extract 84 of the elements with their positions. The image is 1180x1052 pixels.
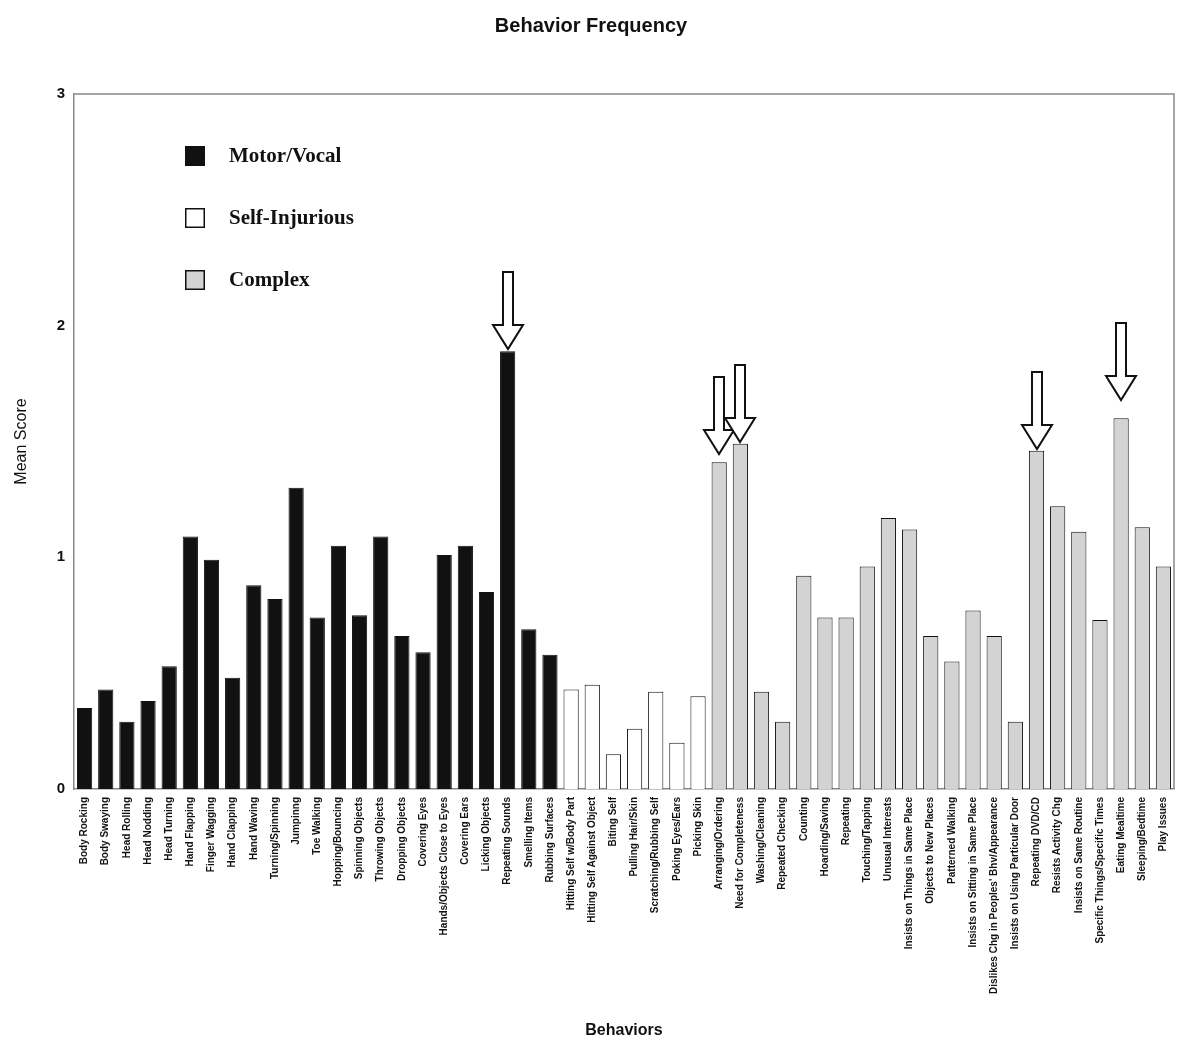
bar [203, 559, 220, 789]
x-tick-label: Insists on Using Particular Door [1009, 796, 1021, 950]
x-tick-label: Hoarding/Saving [818, 797, 830, 877]
chart-title: Behavior Frequency [494, 13, 689, 36]
bar [521, 629, 537, 789]
x-tick-label: Hopping/Bouncing [332, 797, 344, 887]
x-tick-label: Scratching/Rubbing Self [649, 796, 661, 914]
bar [351, 615, 368, 789]
x-tick-label: Body Swaying [99, 797, 111, 866]
x-tick-label: Covering Eyes [416, 796, 428, 867]
x-tick-label: Repeating Sounds [501, 796, 513, 885]
x-tick-label: Hand Flapping [184, 797, 196, 867]
x-tick-label: Washing/Cleaning [755, 797, 767, 884]
legend-label: Self-Injurious [229, 205, 354, 230]
bar [140, 700, 156, 789]
x-tick-label: Hands/Objects Close to Eyes [437, 796, 449, 936]
x-tick-label: Biting Self [607, 796, 619, 847]
bar [330, 545, 347, 789]
bar [309, 617, 325, 789]
x-tick-label: Dislikes Chg in Peoples' Bhv/Appearance [987, 796, 999, 994]
bar [182, 536, 198, 789]
x-tick-label: Spinning Objects [353, 796, 365, 880]
bar [98, 689, 114, 789]
x-tick-label: Picking Skin [691, 797, 703, 857]
x-tick-label: Counting [797, 797, 809, 841]
x-axis-title: Behaviors [585, 1020, 663, 1038]
x-tick-label: Objects to New Places [924, 796, 936, 904]
legend-label: Complex [229, 267, 310, 292]
x-tick-label: Insists on Sitting in Same Place [966, 796, 978, 948]
x-tick-label: Hitting Self w/Body Part [564, 796, 576, 911]
x-tick-label: Dropping Objects [395, 796, 407, 881]
x-tick-label: Pulling Hair/Skin [628, 797, 640, 877]
x-tick-label: Head Nodding [141, 797, 153, 865]
x-tick-label: Covering Ears [459, 796, 471, 865]
bar [415, 652, 431, 789]
x-tick-label: Resists Activity Chg [1051, 797, 1063, 894]
legend-label: Motor/Vocal [229, 143, 342, 168]
bar [161, 666, 177, 789]
x-tick-label: Hand Clapping [226, 797, 238, 868]
y-tick-label: 2 [56, 315, 65, 333]
y-tick-label: 0 [56, 779, 65, 797]
x-tick-label: Touching/Tapping [861, 797, 873, 883]
x-tick-label: Repeating [839, 797, 851, 846]
x-tick-label: Insists on Things in Same Place [903, 796, 915, 950]
x-tick-label: Insists on Same Routine [1072, 796, 1084, 914]
bar [288, 487, 304, 789]
x-tick-label: Smelling Items [522, 796, 534, 868]
x-tick-label: Sleeping/Bedtime [1136, 796, 1148, 881]
x-tick-label: Specific Things/Specific Times [1093, 796, 1105, 944]
x-tick-label: Throwing Objects [374, 796, 386, 882]
x-tick-label: Hitting Self Against Object [586, 796, 598, 923]
x-tick-label: Patterned Walking [945, 797, 957, 884]
x-tick-label: Need for Completeness [734, 796, 746, 909]
x-tick-label: Hand Waving [247, 797, 259, 860]
x-tick-label: Rubbing Surfaces [543, 796, 555, 883]
y-tick-label: 3 [56, 84, 65, 102]
x-tick-label: Body Rocking [78, 797, 90, 865]
x-tick-label: Toe Walking [311, 797, 323, 855]
x-tick-label: Finger Wagging [205, 797, 217, 873]
y-tick-label: 1 [56, 547, 65, 565]
x-tick-label: Play Issues [1157, 796, 1169, 852]
x-tick-label: Jumpinng [289, 797, 301, 845]
x-tick-label: Head Rolling [120, 797, 132, 859]
x-tick-label: Eating Mealtime [1114, 796, 1126, 874]
y-axis-title: Mean Score [12, 398, 30, 485]
bar [76, 707, 93, 789]
x-tick-label: Licking Objects [480, 796, 492, 872]
x-tick-label: Head Turning [162, 797, 174, 861]
x-tick-label: Turning/Spinning [268, 797, 280, 880]
x-tick-label: Poking Eyes/Ears [670, 796, 682, 881]
bar [394, 636, 410, 789]
x-tick-label: Repeated Checking [776, 797, 788, 890]
bar [478, 592, 495, 789]
bar [457, 545, 473, 789]
bar [246, 585, 262, 789]
bar [373, 536, 389, 789]
bar [119, 721, 135, 789]
x-tick-label: Arranging/Ordering [712, 797, 724, 890]
bar [225, 677, 241, 789]
bar [436, 555, 452, 789]
x-tick-label: Unusual Interests [882, 796, 894, 881]
x-tick-label: Repeating DVD/CD [1030, 797, 1042, 887]
bar [267, 599, 283, 789]
bar [542, 654, 558, 789]
